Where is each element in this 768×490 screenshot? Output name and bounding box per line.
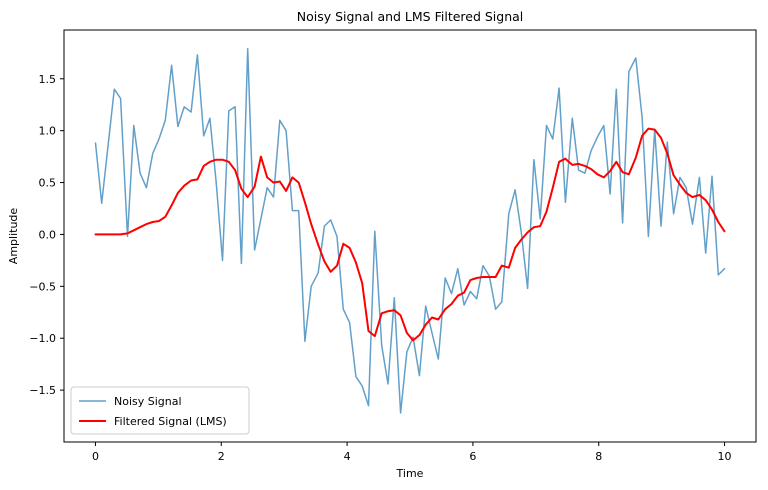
y-tick-label: −0.5 <box>29 280 56 293</box>
legend-box <box>70 386 250 435</box>
x-axis-label: Time <box>396 467 424 480</box>
x-tick-label: 0 <box>92 450 99 463</box>
x-tick-label: 10 <box>718 450 732 463</box>
x-tick-label: 8 <box>595 450 602 463</box>
y-tick-label: −1.5 <box>29 384 56 397</box>
series-line-noisy-signal <box>94 47 726 414</box>
chart-title: Noisy Signal and LMS Filtered Signal <box>297 9 524 24</box>
x-tick-label: 4 <box>344 450 351 463</box>
y-tick-label: 1.5 <box>39 73 57 86</box>
x-tick-label: 6 <box>469 450 476 463</box>
y-tick-label: 0.5 <box>39 177 57 190</box>
x-tick-label: 2 <box>218 450 225 463</box>
y-tick-label: 1.0 <box>39 125 57 138</box>
plot-frame <box>63 29 757 443</box>
legend-label-noisy-signal: Noisy Signal <box>114 395 182 408</box>
y-tick-label: −1.0 <box>29 332 56 345</box>
x-axis-ticks: 0 2 4 6 8 10 <box>92 442 732 463</box>
y-tick-label: 0.0 <box>39 228 57 241</box>
series-line-filtered-signal-lms- <box>94 127 726 342</box>
y-axis-ticks: 1.5 1.0 0.5 0.0 −0.5 −1.0 −1.5 <box>29 73 64 397</box>
plot-series <box>94 47 726 414</box>
legend-label-filtered-signal: Filtered Signal (LMS) <box>114 415 227 428</box>
y-axis-label: Amplitude <box>7 208 20 265</box>
legend: Noisy Signal Filtered Signal (LMS) <box>70 386 250 435</box>
